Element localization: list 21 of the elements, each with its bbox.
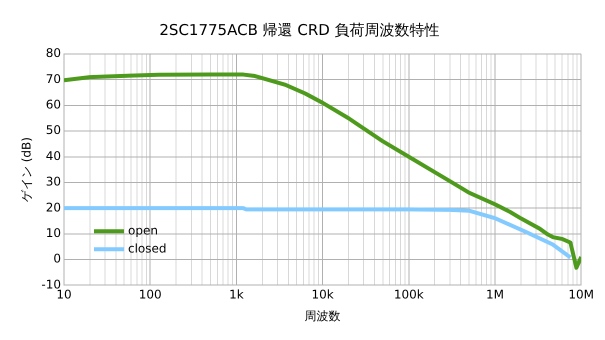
y-tick-label: 30 — [46, 174, 61, 189]
chart-title: 2SC1775ACB 帰還 CRD 負荷周波数特性 — [159, 20, 440, 39]
x-tick-label: 10 — [56, 288, 72, 302]
x-tick-label: 1M — [486, 288, 504, 302]
legend-label: open — [128, 223, 158, 238]
x-tick-label: 100 — [138, 288, 162, 302]
y-tick-label: 40 — [46, 148, 61, 163]
y-tick-label: 50 — [46, 123, 61, 138]
legend-label: closed — [128, 241, 167, 256]
x-tick-label: 1k — [229, 288, 244, 302]
y-tick-label: 10 — [46, 226, 61, 240]
y-tick-label: 60 — [46, 98, 61, 112]
x-tick-label: 10M — [568, 288, 594, 302]
x-axis-title: 周波数 — [304, 308, 341, 323]
y-tick-label: 0 — [53, 252, 61, 266]
y-tick-label: 70 — [46, 72, 61, 86]
y-axis-title: ゲイン (dB) — [19, 137, 34, 202]
x-tick-label: 100k — [394, 288, 424, 302]
y-tick-label: 80 — [46, 46, 61, 60]
y-tick-label: 20 — [46, 200, 61, 214]
x-tick-label: 10k — [311, 288, 334, 302]
